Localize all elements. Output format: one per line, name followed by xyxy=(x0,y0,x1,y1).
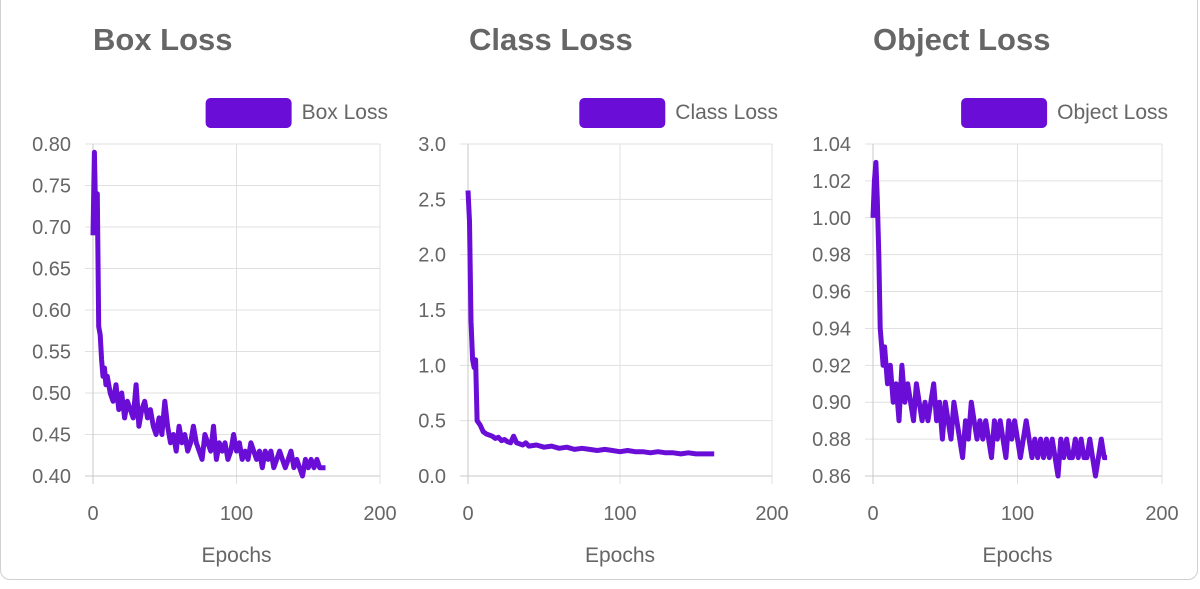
y-tick-label: 1.0 xyxy=(418,355,446,377)
y-tick-label: 2.5 xyxy=(418,189,446,211)
y-tick-label: 0.92 xyxy=(812,355,851,377)
y-tick-label: 1.00 xyxy=(812,208,851,230)
x-tick-label: 200 xyxy=(363,503,396,525)
series-line xyxy=(90,149,326,479)
y-tick-label: 0.96 xyxy=(812,282,851,304)
x-tick-label: 200 xyxy=(1145,503,1178,525)
x-axis-label: Epochs xyxy=(585,544,655,567)
y-tick-label: 0.65 xyxy=(32,259,71,281)
y-tick-label: 0.98 xyxy=(812,245,851,267)
legend-label: Class Loss xyxy=(675,101,778,124)
x-tick-label: 100 xyxy=(220,503,253,525)
y-tick-label: 0.70 xyxy=(32,217,71,239)
y-tick-label: 0.50 xyxy=(32,383,71,405)
legend-swatch[interactable] xyxy=(205,98,292,128)
x-axis-label: Epochs xyxy=(982,544,1052,567)
x-axis-label: Epochs xyxy=(201,544,271,567)
x-tick-label: 0 xyxy=(462,503,473,525)
y-tick-label: 0.55 xyxy=(32,342,71,364)
class-loss-title: Class Loss xyxy=(469,22,633,57)
y-tick-label: 0.5 xyxy=(418,411,446,433)
x-tick-label: 100 xyxy=(1001,503,1034,525)
y-tick-label: 0.75 xyxy=(32,176,71,198)
object-loss-title: Object Loss xyxy=(873,22,1051,57)
y-tick-label: 0.90 xyxy=(812,392,851,414)
series-line xyxy=(870,159,1108,479)
legend-label: Box Loss xyxy=(302,101,388,124)
legend-swatch[interactable] xyxy=(579,98,666,128)
y-tick-label: 0.86 xyxy=(812,466,851,488)
y-tick-label: 0.0 xyxy=(418,466,446,488)
y-tick-label: 0.60 xyxy=(32,300,71,322)
series-line xyxy=(465,190,715,457)
y-tick-label: 1.04 xyxy=(812,134,851,156)
x-tick-label: 0 xyxy=(867,503,878,525)
y-tick-label: 1.5 xyxy=(418,300,446,322)
y-tick-label: 3.0 xyxy=(418,134,446,156)
box-loss-title: Box Loss xyxy=(93,22,233,57)
y-tick-label: 0.45 xyxy=(32,425,71,447)
legend-label: Object Loss xyxy=(1057,101,1168,124)
y-tick-label: 0.40 xyxy=(32,466,71,488)
x-tick-label: 100 xyxy=(603,503,636,525)
y-tick-label: 2.0 xyxy=(418,245,446,267)
y-tick-label: 0.88 xyxy=(812,429,851,451)
x-tick-label: 0 xyxy=(87,503,98,525)
legend-swatch[interactable] xyxy=(961,98,1048,128)
y-tick-label: 0.94 xyxy=(812,318,851,340)
x-tick-label: 200 xyxy=(755,503,788,525)
y-tick-label: 0.80 xyxy=(32,134,71,156)
y-tick-label: 1.02 xyxy=(812,171,851,193)
